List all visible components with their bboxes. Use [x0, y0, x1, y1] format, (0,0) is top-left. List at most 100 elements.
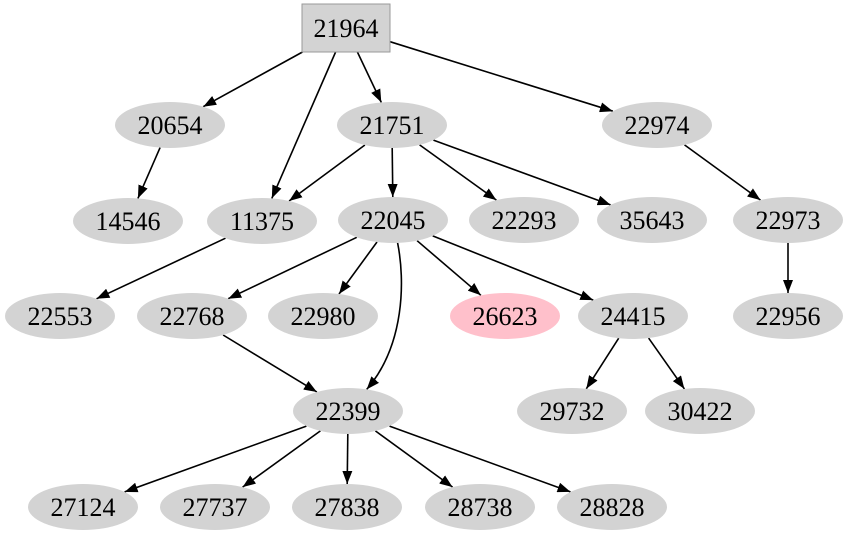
node-29732: 29732	[517, 388, 627, 434]
node-label: 21751	[360, 111, 425, 140]
edge-22045-to-22399	[366, 242, 403, 390]
edge-22399-to-27838	[342, 433, 353, 485]
node-ellipse-shape	[517, 388, 627, 434]
node-label: 22045	[361, 206, 426, 235]
node-ellipse-shape	[337, 102, 447, 148]
node-27838: 27838	[292, 484, 402, 530]
node-label: 22980	[291, 302, 356, 331]
node-21751: 21751	[337, 102, 447, 148]
node-22973: 22973	[733, 197, 843, 243]
node-ellipse-shape	[469, 197, 579, 243]
edge-22045-to-24415	[432, 235, 594, 301]
edge-21964-to-21751	[356, 51, 383, 103]
edge-24415-to-29732	[585, 337, 620, 390]
node-ellipse-shape	[557, 484, 667, 530]
node-label: 30422	[668, 397, 733, 426]
node-ellipse-shape	[450, 293, 560, 339]
node-ellipse-shape	[292, 484, 402, 530]
node-ellipse-shape	[733, 197, 843, 243]
node-box-shape	[301, 3, 391, 53]
node-ellipse-shape	[597, 197, 707, 243]
node-ellipse-shape	[73, 198, 183, 244]
edges-layer	[96, 40, 793, 493]
node-22399: 22399	[293, 388, 403, 434]
node-label: 27737	[183, 493, 248, 522]
node-label: 22768	[160, 302, 225, 331]
edge-21751-to-35643	[433, 139, 611, 206]
node-21964: 21964	[301, 3, 391, 53]
node-label: 24415	[601, 302, 666, 331]
edge-24415-to-30422	[647, 337, 686, 390]
node-label: 22974	[625, 111, 690, 140]
edge-20654-to-14546	[137, 147, 161, 199]
node-ellipse-shape	[28, 484, 138, 530]
node-ellipse-shape	[293, 388, 403, 434]
node-27737: 27737	[160, 484, 270, 530]
node-ellipse-shape	[338, 197, 448, 243]
node-ellipse-shape	[268, 293, 378, 339]
edge-22399-to-28828	[389, 425, 571, 493]
node-22768: 22768	[137, 293, 247, 339]
node-28828: 28828	[557, 484, 667, 530]
node-label: 35643	[620, 206, 685, 235]
node-ellipse-shape	[425, 484, 535, 530]
node-ellipse-shape	[645, 388, 755, 434]
edge-22974-to-22973	[684, 144, 761, 201]
node-ellipse-shape	[207, 198, 317, 244]
node-label: 26623	[473, 302, 538, 331]
nodes-layer: 21964 20654 21751 22974 14546 11375 22045 22293…	[5, 3, 843, 530]
edge-22399-to-27737	[242, 430, 321, 488]
edge-21751-to-11375	[288, 144, 366, 202]
node-ellipse-shape	[160, 484, 270, 530]
edge-21964-to-20654	[202, 51, 303, 108]
node-label: 28738	[448, 493, 513, 522]
node-label: 22293	[492, 206, 557, 235]
node-27124: 27124	[28, 484, 138, 530]
node-22045: 22045	[338, 197, 448, 243]
node-label: 21964	[314, 14, 379, 43]
edge-22045-to-22768	[227, 236, 358, 300]
node-label: 27838	[315, 493, 380, 522]
node-11375: 11375	[207, 198, 317, 244]
node-22293: 22293	[469, 197, 579, 243]
node-22974: 22974	[602, 102, 712, 148]
edge-21751-to-22045	[387, 147, 398, 198]
node-label: 28828	[580, 493, 645, 522]
node-ellipse-shape	[115, 102, 225, 148]
node-label: 20654	[138, 111, 203, 140]
node-22956: 22956	[733, 293, 843, 339]
node-ellipse-shape	[578, 293, 688, 339]
edge-21964-to-22974	[389, 40, 614, 113]
node-26623: 26623	[450, 293, 560, 339]
node-label: 22973	[756, 206, 821, 235]
node-35643: 35643	[597, 197, 707, 243]
node-label: 29732	[540, 397, 605, 426]
node-30422: 30422	[645, 388, 755, 434]
edge-22399-to-28738	[374, 430, 454, 488]
edge-21751-to-22293	[419, 144, 497, 201]
edge-21964-to-11375	[271, 51, 337, 199]
edge-22768-to-22399	[222, 334, 318, 393]
node-label: 22956	[756, 302, 821, 331]
edge-22045-to-22980	[338, 241, 378, 295]
node-ellipse-shape	[5, 293, 115, 339]
node-ellipse-shape	[602, 102, 712, 148]
node-14546: 14546	[73, 198, 183, 244]
node-22980: 22980	[268, 293, 378, 339]
node-label: 14546	[96, 207, 161, 236]
edge-11375-to-22553	[96, 237, 226, 300]
node-ellipse-shape	[733, 293, 843, 339]
node-ellipse-shape	[137, 293, 247, 339]
node-28738: 28738	[425, 484, 535, 530]
node-label: 22399	[316, 397, 381, 426]
node-22553: 22553	[5, 293, 115, 339]
node-label: 22553	[28, 302, 93, 331]
edge-22399-to-27124	[124, 425, 307, 493]
edge-22045-to-26623	[416, 240, 482, 296]
node-label: 11375	[230, 207, 294, 236]
node-24415: 24415	[578, 293, 688, 339]
node-20654: 20654	[115, 102, 225, 148]
node-label: 27124	[51, 493, 116, 522]
